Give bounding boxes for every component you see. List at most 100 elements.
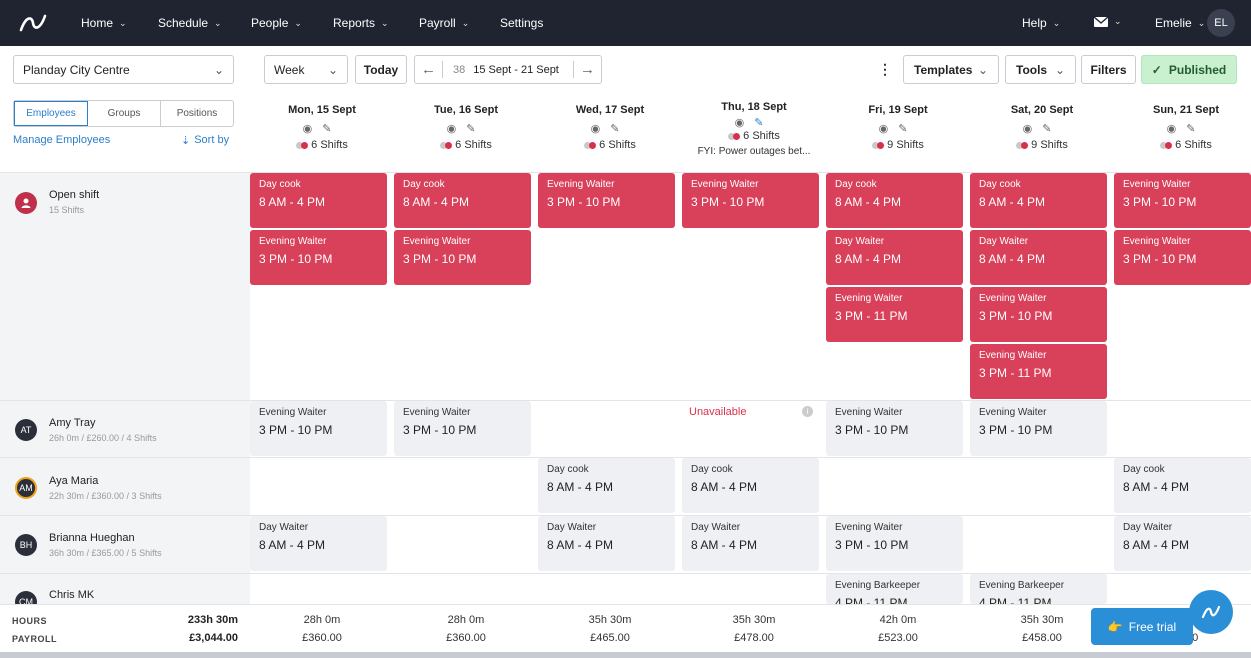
shift-card[interactable]: Evening Waiter 3 PM - 11 PM bbox=[826, 287, 963, 342]
avatar[interactable]: AT bbox=[15, 419, 37, 441]
eye-icon[interactable]: ◉ bbox=[1166, 123, 1187, 135]
shift-role: Evening Waiter bbox=[1123, 179, 1191, 190]
date-navigator: ← 38 15 Sept - 21 Sept → bbox=[414, 55, 602, 84]
chat-launcher-button[interactable] bbox=[1189, 590, 1233, 634]
edit-note-icon[interactable]: ✎ bbox=[1042, 123, 1062, 135]
shift-card[interactable]: Evening Waiter 3 PM - 10 PM bbox=[826, 516, 963, 571]
shift-card[interactable]: Day Waiter 8 AM - 4 PM bbox=[250, 516, 387, 571]
edit-note-icon[interactable]: ✎ bbox=[466, 123, 486, 135]
shift-card[interactable]: Day Waiter 8 AM - 4 PM bbox=[682, 516, 819, 571]
horizontal-scrollbar[interactable] bbox=[0, 652, 1251, 658]
eye-icon[interactable]: ◉ bbox=[446, 123, 467, 135]
edit-note-icon[interactable]: ✎ bbox=[898, 123, 918, 135]
shift-card[interactable]: Day Waiter 8 AM - 4 PM bbox=[538, 516, 675, 571]
edit-note-icon[interactable]: ✎ bbox=[1186, 123, 1206, 135]
arrow-right-icon[interactable]: → bbox=[573, 61, 601, 78]
day-label[interactable]: Mon, 15 Sept bbox=[288, 104, 356, 116]
shift-card[interactable]: Evening Waiter 3 PM - 10 PM bbox=[826, 401, 963, 456]
user-avatar[interactable]: EL bbox=[1207, 9, 1235, 37]
view-select[interactable]: Week ⌄ bbox=[264, 55, 348, 84]
planday-logo-icon[interactable] bbox=[18, 12, 48, 34]
shift-card[interactable]: Evening Waiter 3 PM - 10 PM bbox=[250, 401, 387, 456]
published-button[interactable]: ✓ Published bbox=[1141, 55, 1237, 84]
employee-panel bbox=[0, 94, 250, 604]
shift-card[interactable]: Evening Waiter 3 PM - 10 PM bbox=[970, 287, 1107, 342]
shift-card[interactable]: Day cook 8 AM - 4 PM bbox=[538, 458, 675, 513]
tab-positions[interactable]: Positions bbox=[176, 108, 218, 119]
day-note[interactable]: FYI: Power outages bet... bbox=[697, 146, 811, 157]
day-label[interactable]: Sat, 20 Sept bbox=[1010, 104, 1074, 116]
eye-icon[interactable]: ◉ bbox=[1022, 123, 1043, 135]
shift-card[interactable]: Evening Waiter 3 PM - 10 PM bbox=[394, 230, 531, 285]
shift-card[interactable]: Evening Barkeeper 4 PM - 11 PM bbox=[970, 574, 1107, 604]
shift-card[interactable]: Evening Waiter 3 PM - 10 PM bbox=[394, 401, 531, 456]
free-trial-button[interactable]: 👉 Free trial bbox=[1091, 608, 1193, 645]
edit-note-icon[interactable]: ✎ bbox=[610, 123, 630, 135]
employee-name[interactable]: Open shift bbox=[49, 189, 100, 201]
nav-reports[interactable]: Reports ⌄ bbox=[333, 16, 389, 30]
shift-card[interactable]: Day Waiter 8 AM - 4 PM bbox=[826, 230, 963, 285]
nav-people[interactable]: People ⌄ bbox=[251, 16, 302, 30]
shift-card[interactable]: Day cook 8 AM - 4 PM bbox=[250, 173, 387, 228]
more-options-icon[interactable]: ⋮ bbox=[878, 61, 892, 77]
shift-card[interactable]: Day cook 8 AM - 4 PM bbox=[970, 173, 1107, 228]
employee-name[interactable]: Aya Maria bbox=[49, 475, 99, 487]
day-label[interactable]: Tue, 16 Sept bbox=[434, 104, 498, 116]
nav-user-menu[interactable]: Emelie ⌄ bbox=[1155, 16, 1206, 30]
filters-button[interactable]: Filters bbox=[1081, 55, 1136, 84]
unavailable-marker[interactable]: Unavailable i bbox=[682, 401, 819, 456]
tools-button[interactable]: Tools ⌄ bbox=[1005, 55, 1076, 84]
nav-settings[interactable]: Settings bbox=[500, 16, 544, 30]
eye-icon[interactable]: ◉ bbox=[878, 123, 899, 135]
tab-employees[interactable]: Employees bbox=[14, 101, 88, 126]
avatar[interactable]: AM bbox=[15, 477, 37, 499]
nav-home[interactable]: Home ⌄ bbox=[81, 16, 127, 30]
location-select[interactable]: Planday City Centre ⌄ bbox=[13, 55, 234, 84]
arrow-left-icon[interactable]: ← bbox=[415, 61, 443, 78]
shift-card[interactable]: Day cook 8 AM - 4 PM bbox=[394, 173, 531, 228]
info-icon[interactable]: i bbox=[802, 406, 813, 417]
shift-time: 3 PM - 10 PM bbox=[1123, 194, 1197, 209]
day-hours: 42h 0m bbox=[879, 614, 917, 626]
shift-card[interactable]: Evening Waiter 3 PM - 10 PM bbox=[538, 173, 675, 228]
today-button[interactable]: Today bbox=[355, 55, 407, 84]
shift-status-dots-icon bbox=[1160, 141, 1173, 149]
eye-icon[interactable]: ◉ bbox=[734, 117, 755, 129]
shift-card[interactable]: Evening Waiter 3 PM - 10 PM bbox=[1114, 173, 1251, 228]
day-label[interactable]: Fri, 19 Sept bbox=[868, 104, 928, 116]
templates-button[interactable]: Templates ⌄ bbox=[903, 55, 999, 84]
date-range[interactable]: 15 Sept - 21 Sept bbox=[473, 63, 559, 76]
nav-messages[interactable]: ⌄ bbox=[1094, 16, 1122, 27]
edit-note-icon[interactable]: ✎ bbox=[322, 123, 342, 135]
shift-card[interactable]: Day cook 8 AM - 4 PM bbox=[1114, 458, 1251, 513]
shift-card[interactable]: Evening Barkeeper 4 PM - 11 PM bbox=[826, 574, 963, 604]
day-label[interactable]: Thu, 18 Sept bbox=[721, 101, 787, 113]
eye-icon[interactable]: ◉ bbox=[302, 123, 323, 135]
chevron-down-icon: ⌄ bbox=[1197, 17, 1206, 28]
shift-card[interactable]: Day Waiter 8 AM - 4 PM bbox=[970, 230, 1107, 285]
tab-groups[interactable]: Groups bbox=[88, 101, 161, 126]
shift-card[interactable]: Evening Waiter 3 PM - 10 PM bbox=[682, 173, 819, 228]
manage-employees-link[interactable]: Manage Employees bbox=[13, 134, 111, 146]
edit-note-icon[interactable]: ✎ bbox=[754, 117, 774, 129]
shift-card[interactable]: Evening Waiter 3 PM - 11 PM bbox=[970, 344, 1107, 399]
shift-card[interactable]: Evening Waiter 3 PM - 10 PM bbox=[250, 230, 387, 285]
shift-card[interactable]: Day cook 8 AM - 4 PM bbox=[682, 458, 819, 513]
sort-by-button[interactable]: ⇣ Sort by bbox=[181, 134, 230, 147]
shift-time: 3 PM - 10 PM bbox=[835, 537, 909, 552]
nav-help[interactable]: Help ⌄ bbox=[1022, 16, 1061, 30]
employee-name[interactable]: Amy Tray bbox=[49, 417, 96, 429]
shift-card[interactable]: Evening Waiter 3 PM - 10 PM bbox=[1114, 230, 1251, 285]
day-label[interactable]: Wed, 17 Sept bbox=[575, 104, 645, 116]
shift-card[interactable]: Day Waiter 8 AM - 4 PM bbox=[1114, 516, 1251, 571]
eye-icon[interactable]: ◉ bbox=[590, 123, 611, 135]
day-label[interactable]: Sun, 21 Sept bbox=[1152, 104, 1220, 116]
avatar[interactable]: BH bbox=[15, 534, 37, 556]
nav-schedule[interactable]: Schedule ⌄ bbox=[158, 16, 222, 30]
employee-name[interactable]: Chris MK bbox=[49, 589, 95, 601]
shift-card[interactable]: Evening Waiter 3 PM - 10 PM bbox=[970, 401, 1107, 456]
shift-role: Day cook bbox=[547, 464, 589, 475]
nav-payroll[interactable]: Payroll ⌄ bbox=[419, 16, 470, 30]
shift-card[interactable]: Day cook 8 AM - 4 PM bbox=[826, 173, 963, 228]
employee-name[interactable]: Brianna Hueghan bbox=[49, 532, 135, 544]
